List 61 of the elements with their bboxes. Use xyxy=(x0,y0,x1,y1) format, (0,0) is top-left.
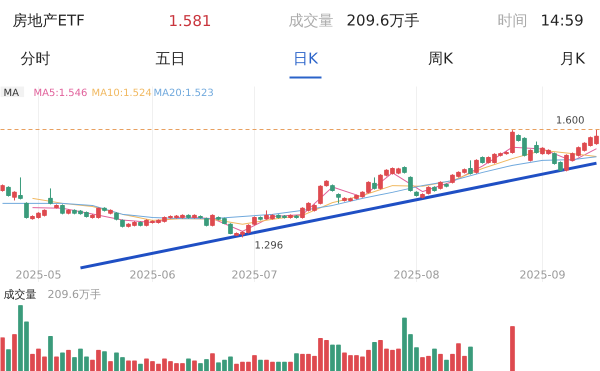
candlestick xyxy=(474,158,479,174)
annotation: MA xyxy=(4,88,20,99)
text: 14:59 xyxy=(540,12,584,30)
x-tick-label: 2025-09 xyxy=(520,268,566,282)
text: MA5:1.546 xyxy=(34,88,88,99)
candlestick xyxy=(528,148,533,162)
text: 月K xyxy=(560,50,586,68)
bar xyxy=(48,336,53,371)
text: 分时 xyxy=(20,50,50,68)
bar xyxy=(12,334,17,371)
candlestick xyxy=(468,160,473,176)
candlestick xyxy=(18,176,23,200)
bar xyxy=(432,348,437,371)
bar xyxy=(294,353,299,371)
text: 五日 xyxy=(156,50,186,68)
bar xyxy=(186,358,191,371)
bar xyxy=(510,326,515,371)
bar xyxy=(288,362,293,371)
bar xyxy=(372,342,377,371)
annotation: 1.600 xyxy=(556,115,584,126)
text: 1.581 xyxy=(168,12,212,30)
x-tick-label: 2025-06 xyxy=(130,268,176,282)
text: MA20:1.523 xyxy=(154,88,214,99)
bar xyxy=(210,353,215,371)
candlestick xyxy=(12,190,17,201)
x-tick-label: 2025-07 xyxy=(232,268,278,282)
candlestick xyxy=(534,141,539,154)
bar xyxy=(6,349,11,371)
bar xyxy=(108,361,113,371)
bar xyxy=(444,360,449,371)
text: 房地产ETF xyxy=(12,12,85,30)
candlestick xyxy=(408,176,413,192)
text: 209.6万手 xyxy=(346,12,420,30)
text: 周K xyxy=(428,50,454,68)
bar xyxy=(66,350,71,371)
bar xyxy=(138,364,143,371)
candlestick xyxy=(24,202,29,220)
text: 209.6万手 xyxy=(48,288,101,301)
candlestick xyxy=(318,184,323,205)
bar xyxy=(468,346,473,371)
x-tick-label: 2025-08 xyxy=(394,268,440,282)
text: 成交量 xyxy=(4,288,36,301)
bar xyxy=(192,360,197,371)
bar xyxy=(54,356,59,371)
candlestick xyxy=(336,192,341,204)
candlestick xyxy=(48,188,53,205)
candlestick xyxy=(372,176,377,190)
x-tick-label: 2025-05 xyxy=(16,268,62,282)
bar xyxy=(102,351,107,371)
text: MA10:1.524 xyxy=(92,88,152,99)
text: 日K xyxy=(293,50,320,68)
bar xyxy=(0,337,5,371)
text: 成交量 xyxy=(288,12,334,30)
annotation: 1.296 xyxy=(254,240,284,252)
bar xyxy=(60,352,65,371)
bar xyxy=(258,360,263,371)
candlestick xyxy=(6,186,11,198)
text: 时间 xyxy=(498,12,528,30)
candlestick xyxy=(210,214,215,227)
candlestick xyxy=(60,204,65,215)
bar xyxy=(438,354,443,371)
